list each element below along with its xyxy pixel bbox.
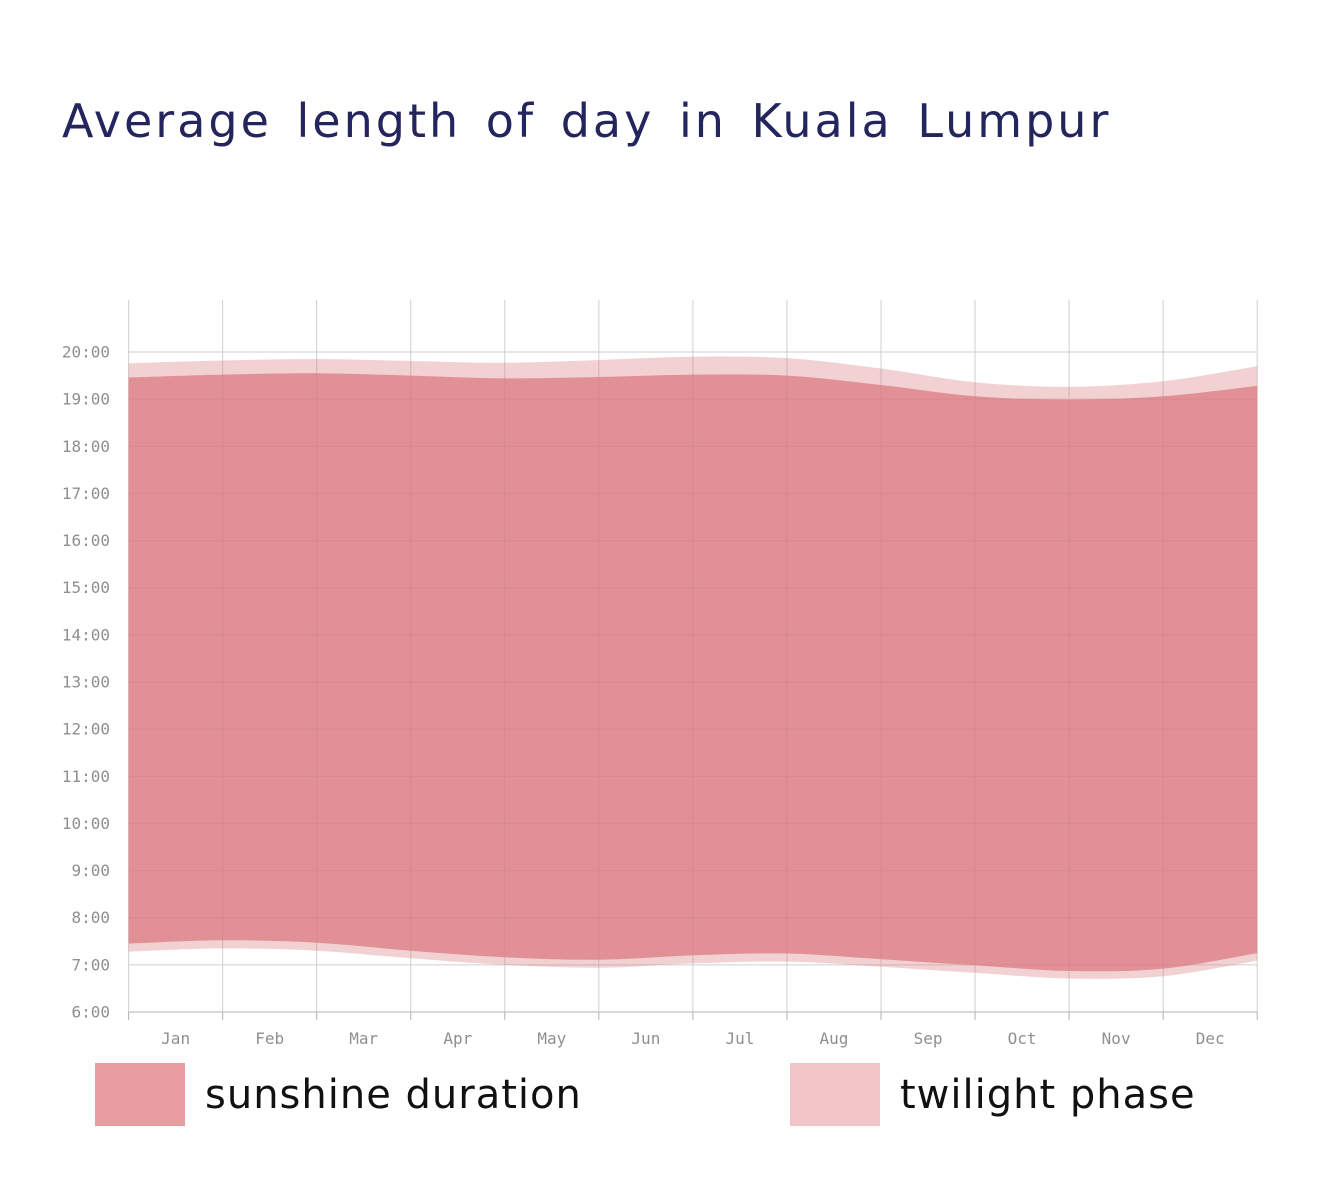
y-tick-label: 12:00 bbox=[62, 720, 110, 739]
x-tick-label: Feb bbox=[255, 1029, 284, 1048]
day-length-chart-svg: 6:00 7:00 8:00 9:00 10:00 11:00 12:00 13:00 14:0… bbox=[62, 300, 1258, 1048]
sunshine-area bbox=[128, 373, 1258, 972]
legend-label-sunshine: sunshine duration bbox=[205, 1071, 582, 1118]
y-tick-label: 20:00 bbox=[62, 343, 110, 362]
y-tick-label: 13:00 bbox=[62, 673, 110, 692]
y-tick-label: 11:00 bbox=[62, 767, 110, 786]
sunshine-swatch-icon bbox=[95, 1063, 185, 1126]
x-tick-label: Apr bbox=[443, 1029, 472, 1048]
legend-item-twilight: twilight phase bbox=[790, 1063, 1196, 1126]
x-tick-label: Sep bbox=[914, 1029, 943, 1048]
y-tick-label: 19:00 bbox=[62, 390, 110, 409]
y-tick-label: 7:00 bbox=[71, 955, 110, 974]
x-tick-label: Jul bbox=[725, 1029, 754, 1048]
y-tick-label: 15:00 bbox=[62, 578, 110, 597]
y-tick-label: 14:00 bbox=[62, 625, 110, 644]
y-tick-label: 9:00 bbox=[71, 861, 110, 880]
chart-legend: sunshine duration twilight phase bbox=[0, 1063, 1320, 1127]
y-tick-label: 16:00 bbox=[62, 531, 110, 550]
y-tick-label: 6:00 bbox=[71, 1003, 110, 1022]
x-tick-label: Dec bbox=[1196, 1029, 1225, 1048]
x-tick-label: May bbox=[537, 1029, 566, 1048]
x-tick-label: Aug bbox=[820, 1029, 849, 1048]
legend-label-twilight: twilight phase bbox=[900, 1071, 1196, 1118]
y-tick-label: 18:00 bbox=[62, 437, 110, 456]
legend-item-sunshine: sunshine duration bbox=[95, 1063, 582, 1126]
y-tick-label: 8:00 bbox=[71, 908, 110, 927]
y-tick-label: 10:00 bbox=[62, 814, 110, 833]
x-tick-label: Jan bbox=[161, 1029, 190, 1048]
x-tick-label: Jun bbox=[631, 1029, 660, 1048]
x-tick-label: Mar bbox=[349, 1029, 378, 1048]
x-tick-label: Nov bbox=[1102, 1029, 1131, 1048]
page-title: Average length of day in Kuala Lumpur bbox=[62, 93, 1112, 148]
day-length-chart: 6:00 7:00 8:00 9:00 10:00 11:00 12:00 13:00 14:0… bbox=[0, 290, 1320, 1060]
twilight-swatch-icon bbox=[790, 1063, 880, 1126]
y-tick-label: 17:00 bbox=[62, 484, 110, 503]
x-tick-label: Oct bbox=[1008, 1029, 1037, 1048]
